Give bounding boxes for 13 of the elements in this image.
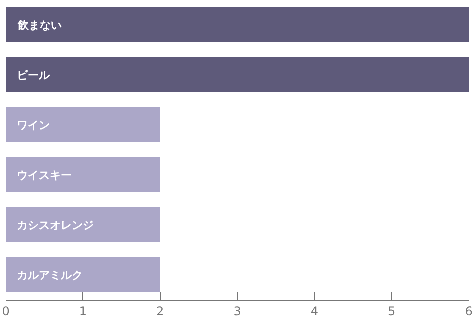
y-tick-label: カシスオレンジ <box>17 219 94 232</box>
x-tick-label: 5 <box>388 304 396 318</box>
y-tick-label: 飲まない <box>17 19 62 32</box>
y-tick-label: ウイスキー <box>17 169 72 182</box>
y-tick-label: ビール <box>17 69 51 82</box>
x-tick-label: 2 <box>156 304 164 318</box>
x-tick-label: 1 <box>79 304 87 318</box>
y-tick-label: ワイン <box>17 119 50 132</box>
x-tick-label: 0 <box>2 304 10 318</box>
x-tick-label: 4 <box>310 304 318 318</box>
y-tick-label: カルアミルク <box>17 269 83 282</box>
x-tick-label: 3 <box>234 304 242 318</box>
x-tick-label: 6 <box>465 304 473 318</box>
